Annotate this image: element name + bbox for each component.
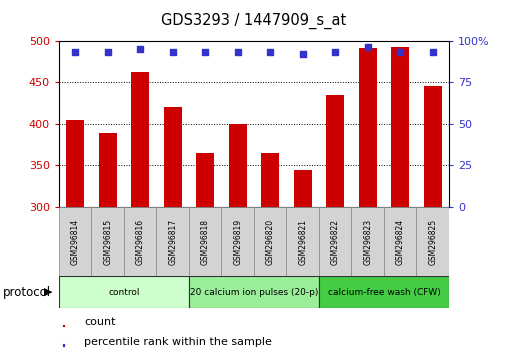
Point xyxy=(364,45,372,50)
Bar xyxy=(156,207,189,276)
Text: GDS3293 / 1447909_s_at: GDS3293 / 1447909_s_at xyxy=(161,12,347,29)
Text: GSM296822: GSM296822 xyxy=(331,219,340,264)
Bar xyxy=(124,207,156,276)
Text: percentile rank within the sample: percentile rank within the sample xyxy=(84,337,272,347)
Text: count: count xyxy=(84,318,116,327)
Point xyxy=(201,50,209,55)
Point xyxy=(233,50,242,55)
Text: GSM296819: GSM296819 xyxy=(233,218,242,265)
Bar xyxy=(131,72,149,207)
Bar xyxy=(229,124,247,207)
Bar xyxy=(424,86,442,207)
Bar xyxy=(196,153,214,207)
Text: ▶: ▶ xyxy=(44,287,52,297)
Text: GSM296818: GSM296818 xyxy=(201,219,210,264)
Text: GSM296816: GSM296816 xyxy=(136,218,145,265)
Bar xyxy=(319,276,449,308)
Text: GSM296825: GSM296825 xyxy=(428,218,437,265)
Bar xyxy=(294,171,311,207)
Bar xyxy=(222,207,254,276)
Bar xyxy=(319,207,351,276)
Text: GSM296815: GSM296815 xyxy=(103,218,112,265)
Point xyxy=(331,50,339,55)
Point xyxy=(71,50,80,55)
Text: GSM296817: GSM296817 xyxy=(168,218,177,265)
Text: GSM296814: GSM296814 xyxy=(71,218,80,265)
Text: control: control xyxy=(108,287,140,297)
Point xyxy=(104,50,112,55)
Bar xyxy=(359,48,377,207)
Text: protocol: protocol xyxy=(3,286,51,298)
Point xyxy=(136,46,144,52)
Bar xyxy=(63,325,64,326)
Bar xyxy=(63,344,64,346)
Text: GSM296821: GSM296821 xyxy=(298,219,307,264)
Bar xyxy=(286,207,319,276)
Point xyxy=(299,51,307,57)
Text: GSM296820: GSM296820 xyxy=(266,218,274,265)
Bar xyxy=(351,207,384,276)
Bar xyxy=(59,207,91,276)
Bar xyxy=(326,95,344,207)
Bar xyxy=(91,207,124,276)
Bar xyxy=(189,276,319,308)
Bar xyxy=(391,46,409,207)
Bar xyxy=(417,207,449,276)
Point xyxy=(428,50,437,55)
Bar xyxy=(254,207,286,276)
Bar xyxy=(261,153,279,207)
Text: 20 calcium ion pulses (20-p): 20 calcium ion pulses (20-p) xyxy=(190,287,318,297)
Point xyxy=(169,50,177,55)
Text: calcium-free wash (CFW): calcium-free wash (CFW) xyxy=(327,287,440,297)
Bar xyxy=(99,133,116,207)
Bar xyxy=(59,276,189,308)
Text: GSM296823: GSM296823 xyxy=(363,218,372,265)
Point xyxy=(266,50,274,55)
Bar xyxy=(189,207,222,276)
Bar xyxy=(384,207,417,276)
Bar xyxy=(164,107,182,207)
Point xyxy=(396,50,404,55)
Text: GSM296824: GSM296824 xyxy=(396,218,405,265)
Bar xyxy=(66,120,84,207)
